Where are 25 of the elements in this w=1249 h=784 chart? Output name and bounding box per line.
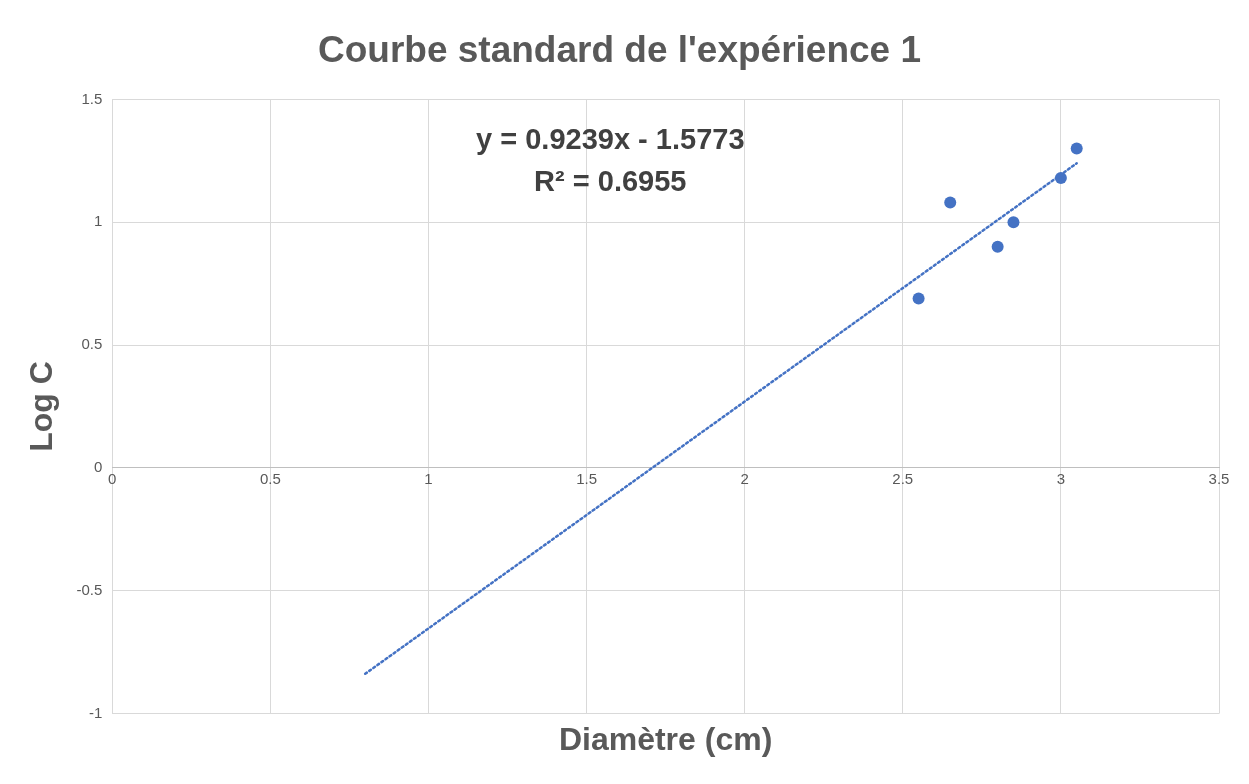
chart-title: Courbe standard de l'expérience 1	[317, 29, 922, 71]
x-tick-label: 2.5	[892, 470, 914, 488]
y-axis-title: Log C	[23, 361, 60, 452]
point	[944, 196, 957, 209]
point	[912, 292, 925, 305]
y-tick-label: 1	[93, 212, 103, 230]
x-tick-label: 1.5	[576, 470, 597, 488]
y-tick-label: -1	[88, 703, 103, 721]
annotation: y = 0.9239x - 1.5773	[476, 123, 745, 156]
point	[991, 240, 1004, 253]
annotation: R² = 0.6955	[534, 165, 687, 198]
x-tick-label: 3.5	[1208, 470, 1230, 488]
y-tick-label: 1.5	[81, 89, 103, 107]
point	[1007, 216, 1020, 229]
point	[1054, 172, 1067, 185]
y-tick-label: 0.5	[81, 335, 103, 353]
x-tick-label: 1	[424, 470, 433, 488]
x-tick-label: 2	[740, 470, 749, 488]
x-tick-label: 0.5	[259, 470, 281, 488]
y-tick-label: -0.5	[76, 580, 103, 598]
x-tick-label: 3	[1056, 470, 1066, 488]
y-tick-label: 0	[93, 458, 103, 476]
x-axis-title: Diamètre (cm)	[558, 720, 773, 757]
point	[1070, 142, 1083, 155]
x-tick-label: 0	[108, 470, 117, 488]
